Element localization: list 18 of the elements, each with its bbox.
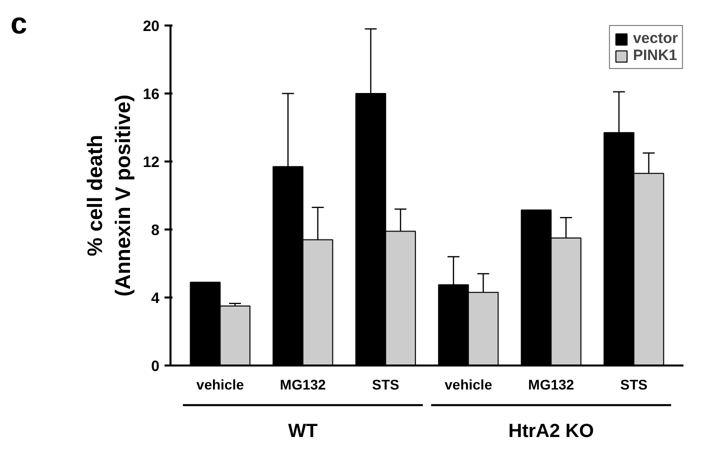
text: HtrA2 KO bbox=[508, 421, 594, 442]
x-tick-label: vehicle bbox=[196, 376, 244, 392]
x-tick-label: STS bbox=[372, 376, 400, 392]
text: c bbox=[10, 8, 28, 40]
y-tick-label: 0 bbox=[151, 358, 160, 375]
x-tick-label: STS bbox=[620, 376, 648, 392]
y-tick-label: 8 bbox=[151, 222, 160, 239]
x-tick-label: MG132 bbox=[528, 376, 574, 392]
y-tick-label: 4 bbox=[151, 290, 160, 307]
x-tick-label: vehicle bbox=[444, 376, 492, 392]
y-tick-label: 16 bbox=[142, 86, 160, 103]
y-axis-title: % cell death (Annexin V positive) bbox=[84, 94, 135, 296]
y-tick-label: 20 bbox=[142, 18, 160, 35]
x-tick-label: MG132 bbox=[280, 376, 326, 392]
y-tick-label: 12 bbox=[142, 154, 160, 171]
text: WT bbox=[288, 421, 318, 442]
legend-label: PINK1 bbox=[632, 47, 678, 64]
legend-label: vector bbox=[632, 30, 678, 47]
